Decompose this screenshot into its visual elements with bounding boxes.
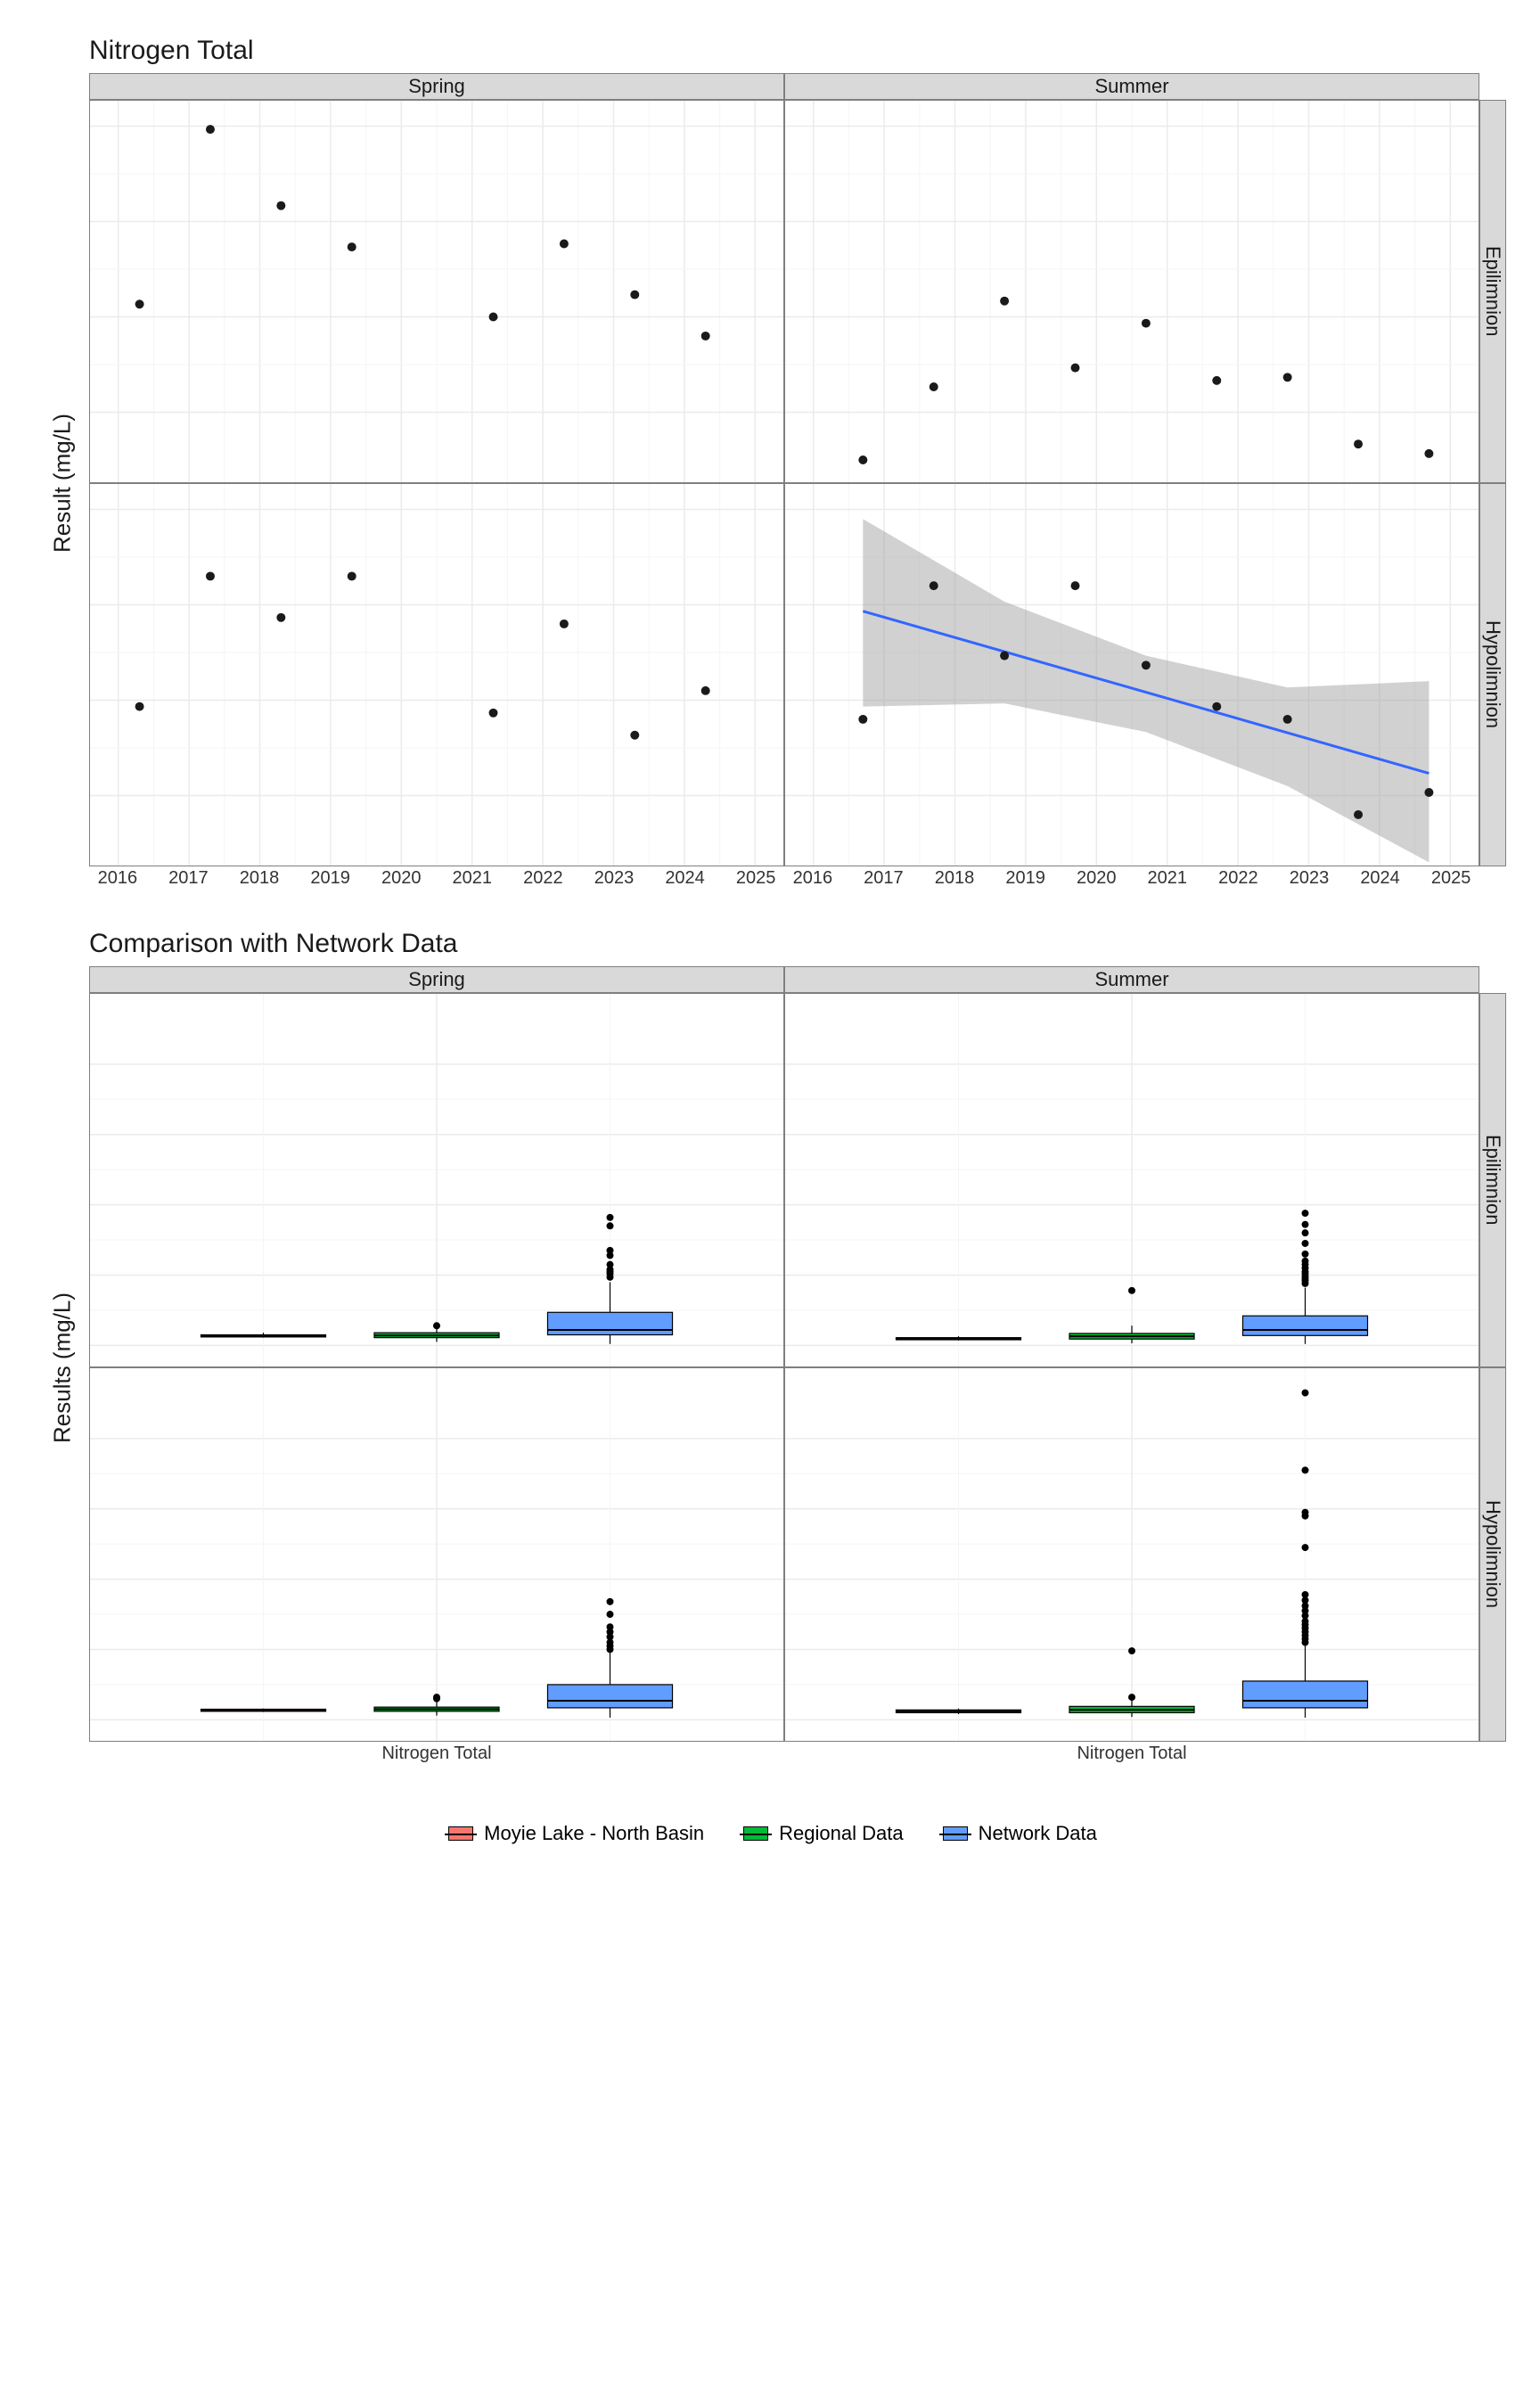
bottom-xaxis-spring: Nitrogen Total xyxy=(89,1742,784,1777)
strip-right-hypo-b: Hypolimnion xyxy=(1479,1367,1506,1742)
bottom-facet-grid: Spring Summer Results (mg/L) 01234 Epili… xyxy=(36,966,1506,1777)
panel-spring-epi: 0.090.120.150.18 xyxy=(89,100,784,483)
strip-top-summer-b: Summer xyxy=(784,966,1479,993)
panel-spring-hypo: 0.090.120.150.18 xyxy=(89,483,784,866)
bottom-ylabel: Results (mg/L) xyxy=(36,993,89,1742)
legend-label-regional: Regional Data xyxy=(779,1822,903,1845)
legend-key-network xyxy=(939,1823,971,1844)
legend-item-moyie: Moyie Lake - North Basin xyxy=(445,1822,704,1845)
panel-summer-epi xyxy=(784,100,1479,483)
legend-key-moyie xyxy=(445,1823,477,1844)
panel-summer-hypo xyxy=(784,483,1479,866)
strip-top-summer: Summer xyxy=(784,73,1479,100)
bottom-chart-title: Comparison with Network Data xyxy=(89,929,1506,959)
legend-item-regional: Regional Data xyxy=(740,1822,903,1845)
strip-top-spring: Spring xyxy=(89,73,784,100)
legend-key-regional xyxy=(740,1823,772,1844)
legend-item-network: Network Data xyxy=(939,1822,1097,1845)
panel-spring-epi-b: 01234 xyxy=(89,993,784,1367)
top-ylabel: Result (mg/L) xyxy=(36,100,89,866)
panel-spring-hypo-b: 01234 xyxy=(89,1367,784,1742)
panel-summer-hypo-b xyxy=(784,1367,1479,1742)
panel-summer-epi-b xyxy=(784,993,1479,1367)
legend: Moyie Lake - North Basin Regional Data N… xyxy=(36,1822,1506,1845)
figure-root: Nitrogen Total Spring Summer Result (mg/… xyxy=(36,36,1506,1845)
strip-top-spring-b: Spring xyxy=(89,966,784,993)
strip-right-hypo: Hypolimnion xyxy=(1479,483,1506,866)
strip-right-epi: Epilimnion xyxy=(1479,100,1506,483)
bottom-xaxis-summer: Nitrogen Total xyxy=(784,1742,1479,1777)
top-facet-grid: Spring Summer Result (mg/L) 0.090.120.15… xyxy=(36,73,1506,902)
legend-label-network: Network Data xyxy=(979,1822,1097,1845)
top-chart-title: Nitrogen Total xyxy=(89,36,1506,66)
legend-label-moyie: Moyie Lake - North Basin xyxy=(484,1822,704,1845)
strip-right-epi-b: Epilimnion xyxy=(1479,993,1506,1367)
top-xaxis-spring: 2016201720182019202020212022202320242025 xyxy=(89,866,784,902)
top-xaxis-summer: 2016201720182019202020212022202320242025 xyxy=(784,866,1479,902)
